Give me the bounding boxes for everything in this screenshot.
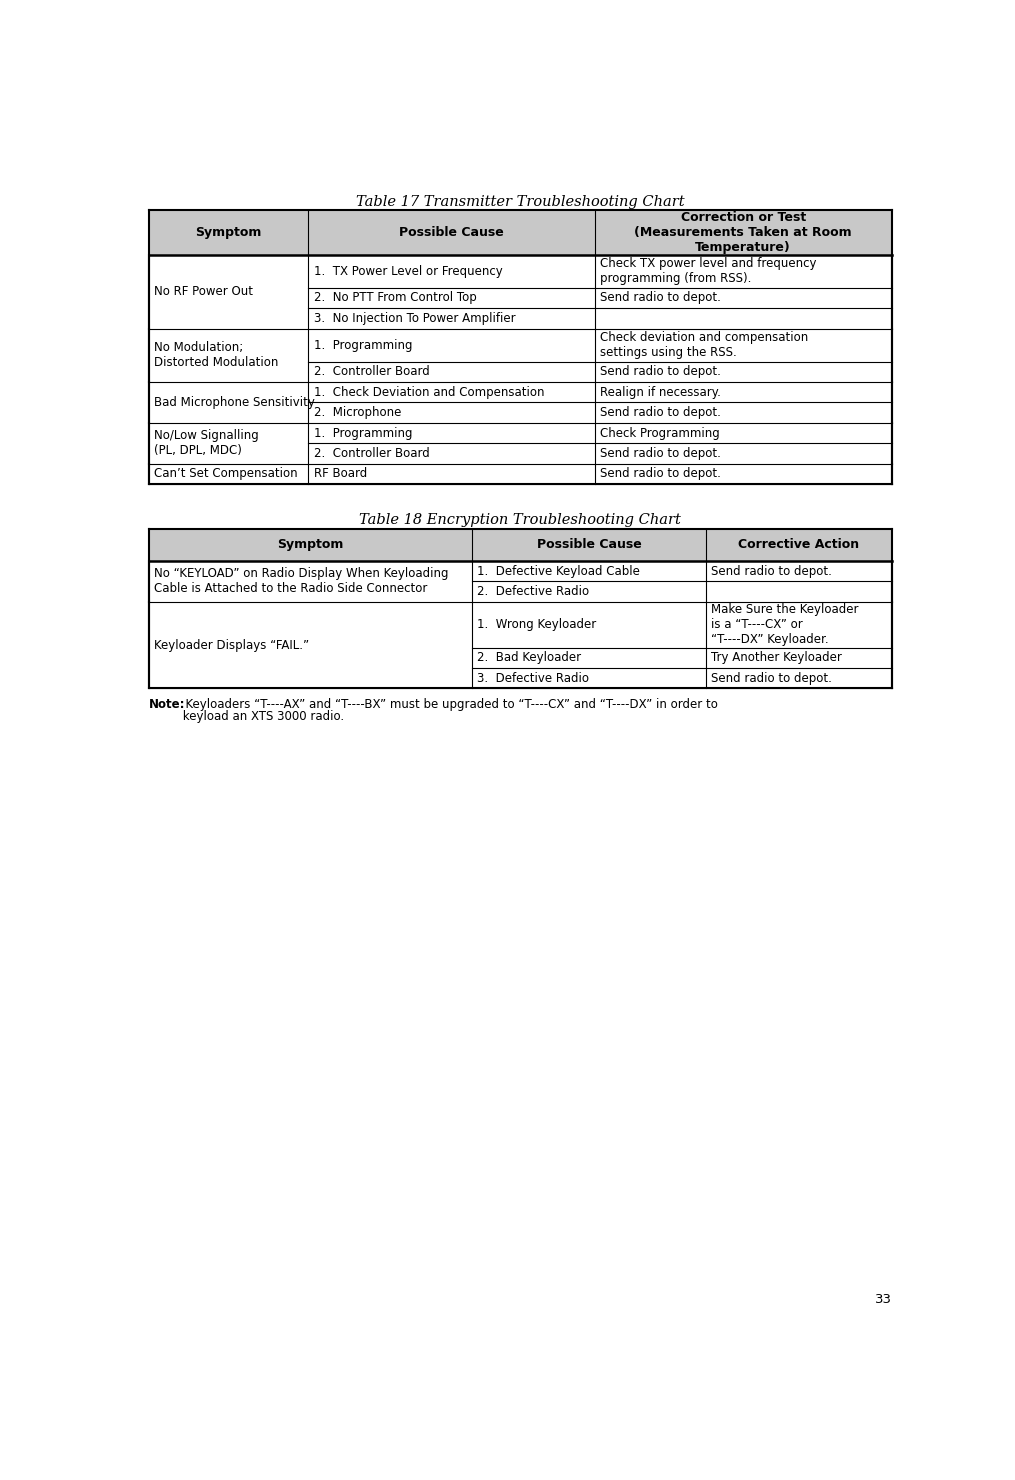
Text: Send radio to depot.: Send radio to depot. xyxy=(600,292,721,305)
Text: Table 17 Transmitter Troubleshooting Chart: Table 17 Transmitter Troubleshooting Cha… xyxy=(356,194,684,209)
Text: Send radio to depot.: Send radio to depot. xyxy=(712,565,832,577)
Text: Send radio to depot.: Send radio to depot. xyxy=(600,468,721,481)
Text: 2.  Controller Board: 2. Controller Board xyxy=(314,366,429,379)
Text: 3.  Defective Radio: 3. Defective Radio xyxy=(477,672,590,685)
Text: 1.  Check Deviation and Compensation: 1. Check Deviation and Compensation xyxy=(314,386,544,398)
Text: 1.  Defective Keyload Cable: 1. Defective Keyload Cable xyxy=(477,565,640,577)
Text: Bad Microphone Sensitivity: Bad Microphone Sensitivity xyxy=(154,397,315,408)
Text: Send radio to depot.: Send radio to depot. xyxy=(600,447,721,460)
Text: Send radio to depot.: Send radio to depot. xyxy=(712,672,832,685)
Text: 1.  Wrong Keyloader: 1. Wrong Keyloader xyxy=(477,619,597,632)
Text: 3.  No Injection To Power Amplifier: 3. No Injection To Power Amplifier xyxy=(314,312,516,324)
Text: Check deviation and compensation
settings using the RSS.: Check deviation and compensation setting… xyxy=(600,332,808,360)
Text: Check Programming: Check Programming xyxy=(600,426,720,440)
Text: 2.  No PTT From Control Top: 2. No PTT From Control Top xyxy=(314,292,477,305)
Text: Can’t Set Compensation: Can’t Set Compensation xyxy=(154,468,297,481)
Text: 2.  Defective Radio: 2. Defective Radio xyxy=(477,585,590,598)
Text: 2.  Bad Keyloader: 2. Bad Keyloader xyxy=(477,651,582,665)
Text: No “KEYLOAD” on Radio Display When Keyloading
Cable is Attached to the Radio Sid: No “KEYLOAD” on Radio Display When Keylo… xyxy=(154,567,449,595)
Text: No RF Power Out: No RF Power Out xyxy=(154,286,253,297)
Text: Possible Cause: Possible Cause xyxy=(399,226,503,238)
Text: Realign if necessary.: Realign if necessary. xyxy=(600,386,721,398)
Text: Note:: Note: xyxy=(148,697,185,710)
Text: Correction or Test
(Measurements Taken at Room
Temperature): Correction or Test (Measurements Taken a… xyxy=(634,210,852,253)
Text: Send radio to depot.: Send radio to depot. xyxy=(600,406,721,419)
Text: Table 18 Encryption Troubleshooting Chart: Table 18 Encryption Troubleshooting Char… xyxy=(359,514,681,527)
Text: Make Sure the Keyloader
is a “T----CX” or
“T----DX” Keyloader.: Make Sure the Keyloader is a “T----CX” o… xyxy=(712,604,859,647)
Text: 2.  Microphone: 2. Microphone xyxy=(314,406,401,419)
Text: Keyloaders “T----AX” and “T----BX” must be upgraded to “T----CX” and “T----DX” i: Keyloaders “T----AX” and “T----BX” must … xyxy=(178,697,718,710)
Text: No/Low Signalling
(PL, DPL, MDC): No/Low Signalling (PL, DPL, MDC) xyxy=(154,429,259,457)
Bar xyxy=(148,528,892,561)
Text: 1.  TX Power Level or Frequency: 1. TX Power Level or Frequency xyxy=(314,265,502,278)
Text: 1.  Programming: 1. Programming xyxy=(314,339,412,352)
Text: 33: 33 xyxy=(875,1292,892,1305)
Text: No Modulation;
Distorted Modulation: No Modulation; Distorted Modulation xyxy=(154,342,278,370)
Text: Try Another Keyloader: Try Another Keyloader xyxy=(712,651,842,665)
Text: Corrective Action: Corrective Action xyxy=(738,539,860,552)
Bar xyxy=(148,210,892,255)
Text: Symptom: Symptom xyxy=(277,539,343,552)
Text: Check TX power level and frequency
programming (from RSS).: Check TX power level and frequency progr… xyxy=(600,258,816,286)
Text: Send radio to depot.: Send radio to depot. xyxy=(600,366,721,379)
Text: 1.  Programming: 1. Programming xyxy=(314,426,412,440)
Text: Possible Cause: Possible Cause xyxy=(537,539,641,552)
Text: 2.  Controller Board: 2. Controller Board xyxy=(314,447,429,460)
Text: RF Board: RF Board xyxy=(314,468,367,481)
Text: keyload an XTS 3000 radio.: keyload an XTS 3000 radio. xyxy=(148,710,344,724)
Text: Symptom: Symptom xyxy=(195,226,262,238)
Text: Keyloader Displays “FAIL.”: Keyloader Displays “FAIL.” xyxy=(154,639,310,651)
